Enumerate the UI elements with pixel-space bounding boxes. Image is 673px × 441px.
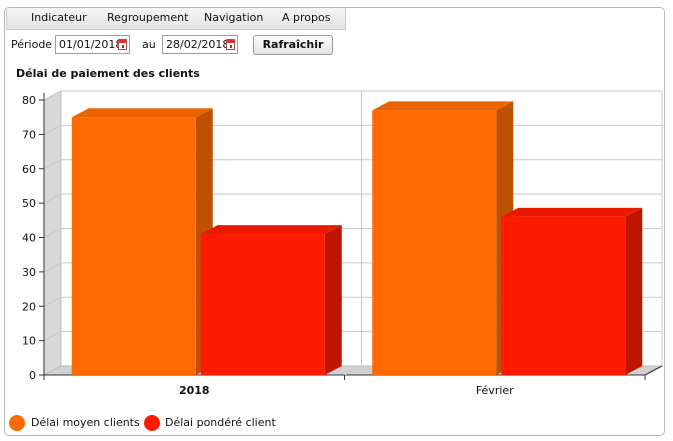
gridline-side: [43, 193, 62, 204]
bar-side: [625, 207, 643, 375]
gridline-side: [43, 331, 62, 342]
start-date-value: 01/01/2018: [59, 38, 123, 51]
end-date-value: 28/02/2018: [166, 38, 230, 51]
menu-regroupement[interactable]: Regroupement: [107, 11, 189, 24]
category-separator: [344, 365, 362, 376]
gridline-side: [43, 296, 62, 307]
legend-label-series1: Délai moyen clients: [31, 416, 140, 429]
menu-bar: Indicateur Regroupement Navigation A pro…: [6, 8, 346, 30]
y-tick-label: 40: [22, 232, 36, 245]
calendar-icon[interactable]: [118, 39, 127, 50]
chart-title: Délai de paiement des clients: [16, 67, 200, 80]
end-date-field[interactable]: 28/02/2018: [162, 35, 238, 54]
period-label: Période: [11, 38, 53, 51]
bar-top: [200, 225, 342, 235]
menu-indicateur[interactable]: Indicateur: [31, 11, 87, 24]
y-tick-label: 50: [22, 197, 36, 210]
bar-side: [324, 225, 342, 375]
gridline-side: [43, 228, 62, 238]
gridline-side: [43, 124, 62, 135]
start-date-field[interactable]: 01/01/2018: [55, 35, 130, 54]
y-tick-label: 60: [22, 163, 36, 176]
x-tick-label: 2018: [179, 384, 210, 397]
y-tick-label: 70: [22, 128, 36, 141]
legend-swatch-series1: [9, 415, 25, 431]
bar-2-Février: [501, 207, 643, 375]
bar-top: [372, 101, 514, 111]
y-tick-label: 80: [22, 94, 36, 107]
bar-1-Février: [372, 101, 514, 375]
y-tick-label: 10: [22, 335, 36, 348]
gridline-side: [43, 90, 62, 101]
y-tick-label: 0: [29, 369, 36, 382]
menu-a-propos[interactable]: A propos: [282, 11, 331, 24]
legend-label-series2: Délai pondéré client: [165, 416, 276, 429]
bar-2-2018: [200, 225, 342, 375]
refresh-button[interactable]: Rafraîchir: [253, 35, 333, 55]
gridline-side: [43, 262, 62, 273]
period-filter: Période 01/01/2018 au 28/02/2018 Rafraîc…: [0, 34, 673, 56]
menu-navigation[interactable]: Navigation: [204, 11, 264, 24]
x-axis-end: [644, 365, 663, 376]
gridline-side: [43, 159, 62, 170]
bar-top: [501, 207, 643, 217]
y-tick-label: 20: [22, 300, 36, 313]
calendar-icon[interactable]: [226, 39, 235, 50]
legend-swatch-series2: [144, 415, 160, 431]
bar-front: [501, 216, 626, 375]
bar-front: [71, 117, 196, 375]
y-tick-label: 30: [22, 266, 36, 279]
x-tick-label: Février: [476, 384, 514, 397]
to-label: au: [142, 38, 156, 51]
bar-front: [200, 234, 325, 375]
bar-front: [372, 110, 497, 375]
bar-top: [71, 108, 213, 118]
bar-1-2018: [71, 108, 213, 375]
